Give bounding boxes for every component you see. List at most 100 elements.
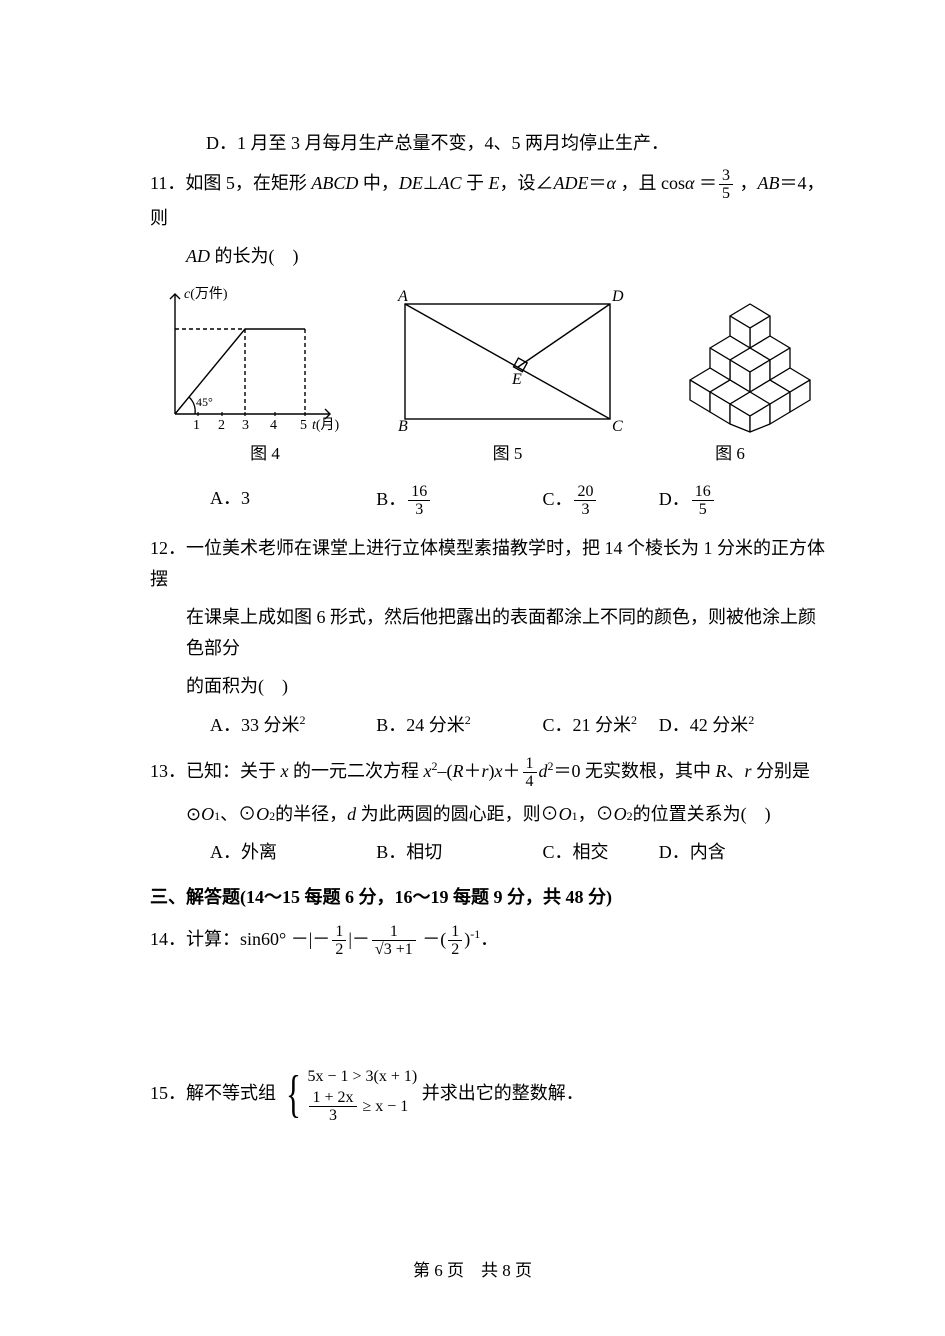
label: C． xyxy=(542,489,572,509)
var-ab: AB xyxy=(757,173,779,193)
t: 、⊙ xyxy=(220,804,256,824)
t: ＋ xyxy=(464,761,482,781)
text: 的长为( ) xyxy=(210,246,299,266)
D: D xyxy=(611,289,624,305)
C: C xyxy=(612,418,623,434)
R: R xyxy=(716,761,727,781)
t: D．42 分米 xyxy=(659,715,749,735)
inequality-system: { 5x − 1 > 3(x + 1) 1 + 2x3 ≥ x − 1 xyxy=(281,1065,418,1125)
t: 的半径， xyxy=(275,804,347,824)
fig4-angle: 45° xyxy=(196,395,213,409)
f: 1 + 2x3 xyxy=(309,1089,356,1125)
label: B． xyxy=(376,489,406,509)
q11-stem-line2: AD 的长为( ) xyxy=(150,241,825,272)
frac: 163 xyxy=(408,483,430,519)
q12-options: A．33 分米2 B．24 分米2 C．21 分米2 D．42 分米2 xyxy=(150,710,825,741)
q11-stem-line1: 11．如图 5，在矩形 ABCD 中，DE⊥AC 于 E，设∠ADE＝α ，且 … xyxy=(150,167,825,234)
fig5-svg: A B C D E xyxy=(390,289,625,434)
t4: 4 xyxy=(270,418,277,433)
fig5: A B C D E xyxy=(390,289,625,434)
var-ade: ADE xyxy=(554,173,589,193)
d: √3 +1 xyxy=(372,941,416,959)
q11-opt-b: B．163 xyxy=(376,483,542,519)
q11-opt-d: D．165 xyxy=(659,483,825,519)
B: B xyxy=(398,418,408,434)
var-ac: AC xyxy=(439,173,462,193)
n: 1 xyxy=(372,923,416,942)
var-de: DE xyxy=(399,173,423,193)
exp: -1 xyxy=(470,927,480,941)
t: 14．计算：sin60° －|－ xyxy=(150,929,330,949)
text: ， xyxy=(735,173,758,193)
t: 、 xyxy=(727,761,745,781)
d: 3 xyxy=(309,1107,356,1125)
num: 3 xyxy=(719,167,733,186)
text: 于 xyxy=(462,173,489,193)
sq: 2 xyxy=(300,713,306,727)
text: ＝ xyxy=(694,173,717,193)
sq: 2 xyxy=(465,713,471,727)
d: 2 xyxy=(448,941,462,959)
page-footer: 第 6 页 共 8 页 xyxy=(0,1257,945,1286)
q11-opt-c: C．203 xyxy=(542,483,658,519)
var-ad: AD xyxy=(186,246,210,266)
brace-icon: { xyxy=(285,1069,300,1121)
r: r xyxy=(745,761,752,781)
q15: 15．解不等式组 { 5x − 1 > 3(x + 1) 1 + 2x3 ≥ x… xyxy=(150,1065,825,1125)
d: 3 xyxy=(408,501,430,519)
q13-line2: ⊙O1、⊙O2的半径，d 为此两圆的圆心距，则⊙O1，⊙O2的位置关系为( ) xyxy=(150,799,825,830)
f3: 12 xyxy=(448,923,462,959)
tail: 并求出它的整数解． xyxy=(422,1083,584,1103)
fig6-caption: 图 6 xyxy=(655,440,805,469)
t: 的一元二次方程 xyxy=(289,761,424,781)
sys-line2: 1 + 2x3 ≥ x − 1 xyxy=(307,1089,417,1125)
q12-opt-b: B．24 分米2 xyxy=(376,710,542,741)
fig4-cu: (万件) xyxy=(190,286,228,302)
text: ，且 cos xyxy=(616,173,685,193)
q12-line3: 的面积为( ) xyxy=(150,671,825,702)
q14: 14．计算：sin60° －|－12|－1√3 +1 －(12)-1． xyxy=(150,923,825,959)
t: –( xyxy=(438,761,453,781)
t: B．24 分米 xyxy=(376,715,465,735)
n: 1 + 2x xyxy=(309,1089,356,1108)
t1: 1 xyxy=(193,418,200,433)
q13-opt-d: D．内含 xyxy=(659,837,825,868)
t2: 2 xyxy=(218,418,225,433)
q13-opt-b: B．相切 xyxy=(376,837,542,868)
d: 4 xyxy=(523,773,537,791)
t: A．33 分米 xyxy=(210,715,300,735)
label: D． xyxy=(659,489,690,509)
t5: 5 xyxy=(300,418,307,433)
q12-opt-a: A．33 分米2 xyxy=(210,710,376,741)
E: E xyxy=(511,371,522,388)
sq: 2 xyxy=(631,713,637,727)
frac-3-5: 35 xyxy=(719,167,733,203)
label: 15．解不等式组 xyxy=(150,1083,276,1103)
frac: 14 xyxy=(523,755,537,791)
section-3-heading: 三、解答题(14～15 每题 6 分，16～19 每题 9 分，共 48 分) xyxy=(150,882,825,913)
d: d xyxy=(347,804,356,824)
text: 11．如图 5，在矩形 xyxy=(150,173,311,193)
d: d xyxy=(539,761,548,781)
n: 16 xyxy=(408,483,430,502)
n: 1 xyxy=(448,923,462,942)
fig5-caption: 图 5 xyxy=(390,440,625,469)
x: x xyxy=(424,761,432,781)
t: ⊙ xyxy=(186,804,201,824)
O: O xyxy=(559,804,572,824)
f1: 12 xyxy=(332,923,346,959)
q10-opt-d: D．1 月至 3 月每月生产总量不变，4、5 两月均停止生产． xyxy=(150,128,825,159)
t: ，⊙ xyxy=(578,804,614,824)
frac: 165 xyxy=(692,483,714,519)
text: ⊥ xyxy=(423,173,439,193)
q11-options: A．3 B．163 C．203 D．165 xyxy=(150,483,825,519)
r: r xyxy=(482,761,489,781)
d: 2 xyxy=(332,941,346,959)
n: 20 xyxy=(574,483,596,502)
svg-text:t(月): t(月) xyxy=(312,417,340,433)
figure-captions: 图 4 图 5 图 6 xyxy=(170,440,805,469)
d: 5 xyxy=(692,501,714,519)
q13-line1: 13．已知：关于 x 的一元二次方程 x2–(R＋r)x＋14d2＝0 无实数根… xyxy=(150,755,825,791)
q13-options: A．外离 B．相切 C．相交 D．内含 xyxy=(150,837,825,868)
fig4-svg: c(万件) 45° 1 2 3 4 5 t(月) xyxy=(150,284,340,434)
